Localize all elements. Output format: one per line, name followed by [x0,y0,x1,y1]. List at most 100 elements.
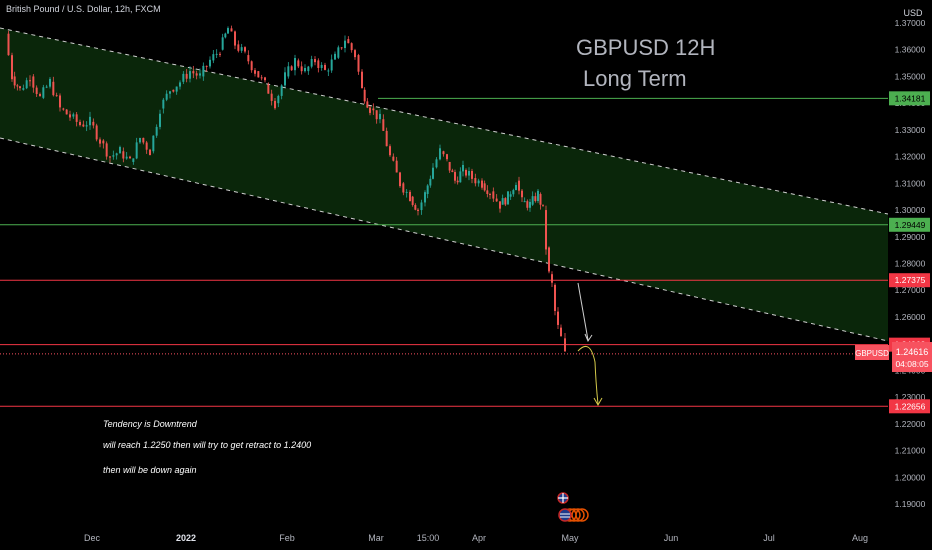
level-tag-box [889,91,930,106]
candle [379,109,381,124]
candle [411,195,414,207]
candle [307,65,310,75]
us-flag-icon[interactable] [558,508,589,522]
candle [65,109,68,115]
candle [501,194,504,205]
candle [454,169,456,184]
candle [250,60,253,73]
candle [219,51,221,58]
candle [45,84,48,89]
candle [399,171,401,188]
candle [155,124,158,138]
candle [526,199,529,211]
price-tick: 1.27000 [895,285,926,295]
candle [297,58,300,69]
candle [442,150,445,157]
candle [486,185,489,198]
candle [280,84,283,100]
candle [237,40,240,53]
candle [334,51,336,60]
candle [244,46,246,54]
time-tick: Mar [368,533,384,543]
symbol-tag: GBPUSD [855,349,889,358]
candle [224,32,227,39]
candle [142,137,145,145]
candle [212,49,215,64]
candle [489,192,491,200]
candle [227,26,229,34]
candle [95,123,98,142]
candle [483,180,486,192]
time-tick: Aug [852,533,868,543]
candle [79,119,81,127]
candle [85,121,88,132]
price-tick: 1.23000 [895,392,926,402]
candle [499,201,501,213]
candle [179,80,181,90]
candle [340,47,343,50]
candle [277,94,280,108]
candle [456,176,459,185]
time-tick: May [561,533,579,543]
candle [314,56,316,66]
time-tick: Feb [279,533,295,543]
candle [19,85,21,91]
candle [439,144,441,161]
candle [521,189,523,202]
time-axis[interactable]: Dec 2022 Feb Mar 15:00 Apr May Jun Jul Aug [84,533,868,543]
candle [492,187,495,202]
level-tag-box [889,273,930,288]
candle [471,168,473,184]
candle [337,45,340,60]
candle [300,61,303,75]
candle [507,191,509,205]
candle [182,71,185,85]
candle [554,283,556,316]
annotation-2: will reach 1.2250 then will try to get r… [103,440,311,450]
candle [518,176,520,195]
candle [202,62,205,81]
price-tick: 1.29000 [895,232,926,242]
candle [287,62,290,79]
candle [426,184,429,199]
level-tag: 1.27375 [895,275,926,285]
candle [75,111,78,127]
candle [274,98,276,110]
bar-countdown: 04:08:05 [895,359,928,369]
candle [35,85,38,97]
candle [42,84,45,100]
time-tick: 15:00 [417,533,440,543]
candle [221,33,224,51]
symbol-header: British Pound / U.S. Dollar, 12h, FXCM [6,4,161,14]
candle [310,55,313,69]
candle [429,175,432,188]
price-tick: 1.20000 [895,472,926,482]
candle [366,98,369,109]
candle [159,109,161,130]
candle [474,173,477,187]
price-tick: 1.37000 [895,18,926,28]
candle [102,139,105,149]
price-tick: 1.36000 [895,45,926,55]
candle [529,198,531,212]
candle [165,90,168,102]
candle [531,191,534,206]
current-price-label: 1.24616 [896,347,929,357]
uk-flag-icon[interactable] [557,492,569,504]
annotation-1: Tendency is Downtrend [103,419,198,429]
candle [189,66,191,83]
candle [145,140,148,154]
candle [414,203,417,211]
candle [62,107,65,111]
price-tick: 1.33000 [895,125,926,135]
candle [330,54,333,73]
candle [16,83,19,91]
candle [347,36,350,44]
candle [234,30,236,50]
candle [462,160,464,177]
candle [135,137,138,160]
time-tick: Jun [664,533,679,543]
currency-label: USD [903,8,923,18]
candle [432,163,434,180]
